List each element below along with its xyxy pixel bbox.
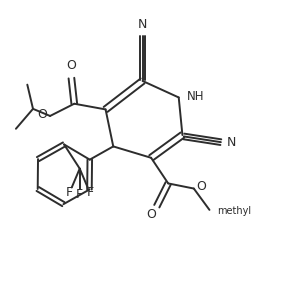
Text: O: O (67, 59, 76, 72)
Text: O: O (37, 108, 47, 121)
Text: F: F (76, 188, 83, 201)
Text: F: F (86, 186, 94, 199)
Text: N: N (138, 18, 147, 31)
Text: O: O (197, 180, 206, 193)
Text: NH: NH (187, 90, 204, 103)
Text: methyl: methyl (217, 206, 251, 216)
Text: N: N (227, 136, 236, 149)
Text: O: O (147, 208, 157, 221)
Text: F: F (66, 186, 73, 199)
